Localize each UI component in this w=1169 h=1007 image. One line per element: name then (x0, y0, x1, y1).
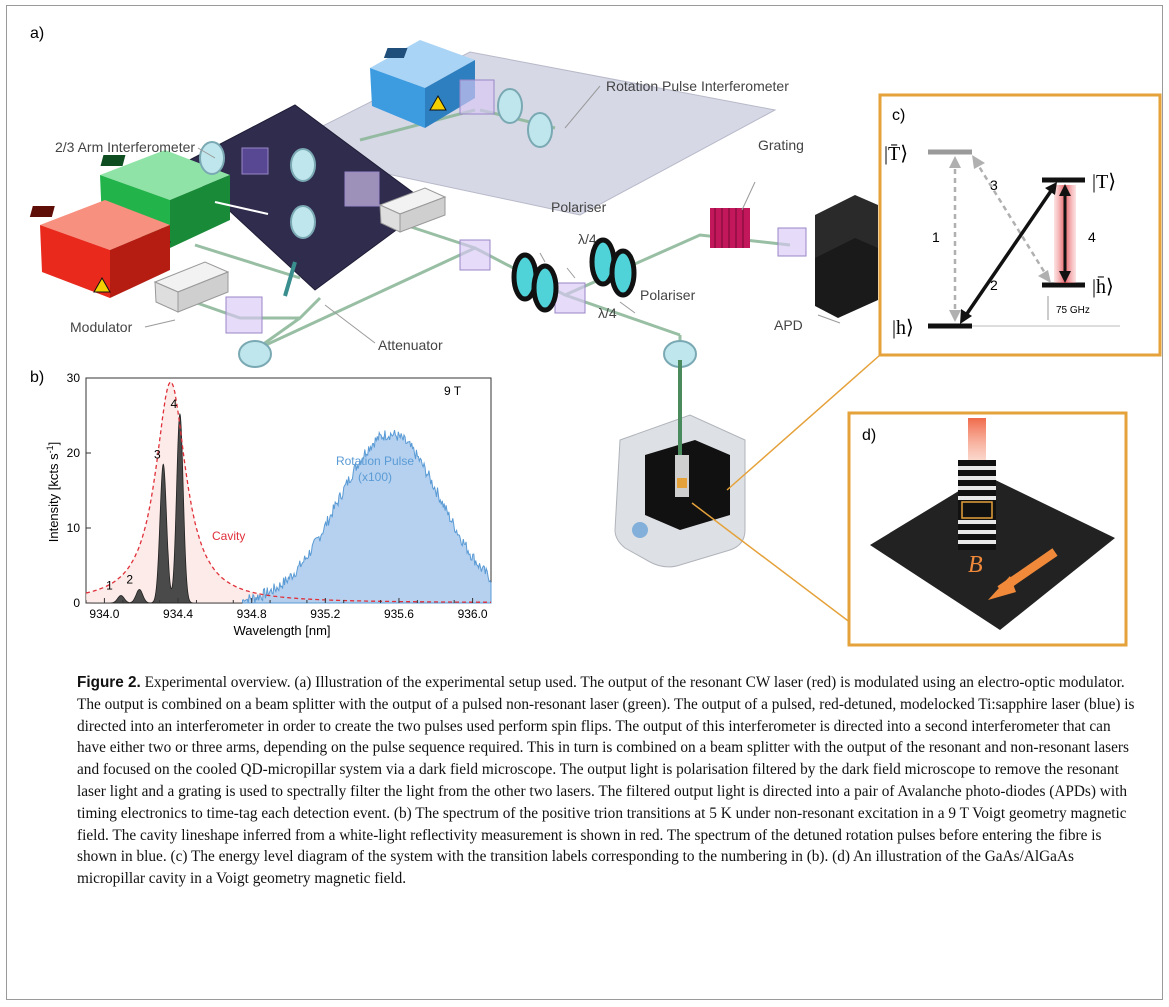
arrowhead (949, 310, 961, 322)
trion-spectrum-area (86, 412, 243, 604)
peak-label-2: 2 (126, 573, 133, 587)
panel-d-label: d) (862, 427, 876, 444)
field-arrowhead (988, 576, 1016, 600)
laser-beam (968, 418, 986, 463)
y-tick-label: 10 (67, 521, 81, 535)
blue-laser (370, 40, 475, 128)
x-tick-label: 934.8 (237, 607, 267, 621)
polariser-top-label: Polariser (551, 199, 607, 215)
cavity-series-label: Cavity (212, 529, 245, 543)
attenuator-label: Attenuator (378, 337, 443, 353)
delay-arrow (214, 201, 269, 215)
state-T-bar: |T̄⟩ (884, 143, 908, 165)
substrate (870, 475, 1115, 630)
setup-illustration (29, 40, 878, 568)
rotation-interferometer-label: Rotation Pulse Interferometer (606, 78, 789, 94)
y-tick-label: 30 (67, 371, 81, 385)
arrowhead (949, 156, 961, 168)
arrowhead (972, 155, 985, 169)
x-tick-label: 935.6 (384, 607, 414, 621)
modulator-device (153, 261, 230, 313)
x-tick-label: 934.0 (89, 607, 119, 621)
x-axis-label: Wavelength [nm] (233, 623, 330, 638)
transition-2-arrow (962, 187, 1055, 319)
modulator-label: Modulator (70, 319, 133, 335)
dichroic-mirror (283, 261, 297, 297)
panel-c-border (878, 93, 1162, 357)
lambda-top-label: λ/4 (578, 231, 597, 247)
rotation-pulse-area (241, 429, 492, 604)
apd-label: APD (774, 317, 803, 333)
x-tick-label: 935.2 (310, 607, 340, 621)
transition-2-label: 2 (990, 277, 998, 293)
spectrum-chart: 1 2 3 4 934.0 934.4 934.8 935.2 935.6 936.0 0 10 20… (30, 369, 492, 638)
grating-label: Grating (758, 137, 804, 153)
chart-axes: 934.0 934.4 934.8 935.2 935.6 936.0 0 10 20 30 (67, 371, 488, 621)
grating-element (710, 208, 750, 248)
panel-a-label: a) (30, 25, 44, 42)
figure-frame (6, 5, 1163, 1000)
rotation-series-label: Rotation Pulse (336, 454, 414, 468)
state-T: |T⟩ (1092, 171, 1116, 193)
x-tick-label: 936.0 (458, 607, 488, 621)
arrowhead (1038, 270, 1051, 283)
field-label: 9 T (444, 384, 462, 398)
beam-splitters (225, 79, 807, 334)
cavity-fill (86, 382, 491, 603)
panel-b-label: b) (30, 369, 44, 386)
x-tick-label: 934.4 (163, 607, 193, 621)
state-h: |h⟩ (892, 317, 914, 339)
arm-interferometer-label: 2/3 Arm Interferometer (55, 139, 195, 155)
arrowhead (1059, 271, 1071, 283)
y-axis-label: Intensity [kcts s-1] (45, 442, 61, 543)
arrowhead (1045, 182, 1057, 195)
micropillar-panel: d) B (691, 354, 1128, 647)
y-tick-label: 20 (67, 446, 81, 460)
pillar (958, 460, 996, 550)
caption-text: Experimental overview. (a) Illustration … (77, 674, 1135, 888)
field-label-B: B (968, 552, 983, 578)
figure-caption: Figure 2. Experimental overview. (a) Ill… (77, 672, 1139, 890)
y-tick-label: 0 (73, 596, 80, 610)
splitting-label: 75 GHz (1056, 305, 1090, 316)
rotation-series-sub: (x100) (358, 470, 392, 484)
figure-graphic: a) Rotation Pulse Interferometer 2/3 Arm… (29, 25, 1162, 647)
peak-label-3: 3 (154, 447, 161, 461)
caption-label: Figure 2. (77, 674, 141, 691)
red-laser (29, 200, 170, 298)
energy-level-panel: c) |T̄⟩ |T⟩ |h̄⟩ |h⟩ 1 2 3 4 75 GHz (878, 93, 1162, 357)
transition-4-label: 4 (1088, 229, 1096, 245)
panel-c-label: c) (892, 107, 905, 124)
lambda-bottom-label: λ/4 (598, 305, 617, 321)
label-leaders (144, 85, 841, 344)
transition-1-label: 1 (932, 229, 940, 245)
grating-lines (714, 208, 744, 248)
attenuator-device (378, 187, 447, 233)
cryostat (614, 414, 746, 568)
cavity-line (85, 381, 491, 603)
mirrors (199, 88, 697, 368)
arrowhead (960, 309, 972, 324)
chart-marks: 1 2 3 4 (85, 381, 492, 604)
arrowhead (1059, 184, 1071, 196)
state-h-bar: |h̄⟩ (1092, 276, 1114, 298)
zoom-line (726, 354, 881, 491)
peak-label-4: 4 (171, 397, 178, 411)
apd-detectors (815, 195, 878, 318)
transition-3-label: 3 (990, 177, 998, 193)
polariser-bottom-label: Polariser (640, 287, 696, 303)
waveplates (511, 237, 637, 313)
peak-label-1: 1 (106, 579, 113, 593)
